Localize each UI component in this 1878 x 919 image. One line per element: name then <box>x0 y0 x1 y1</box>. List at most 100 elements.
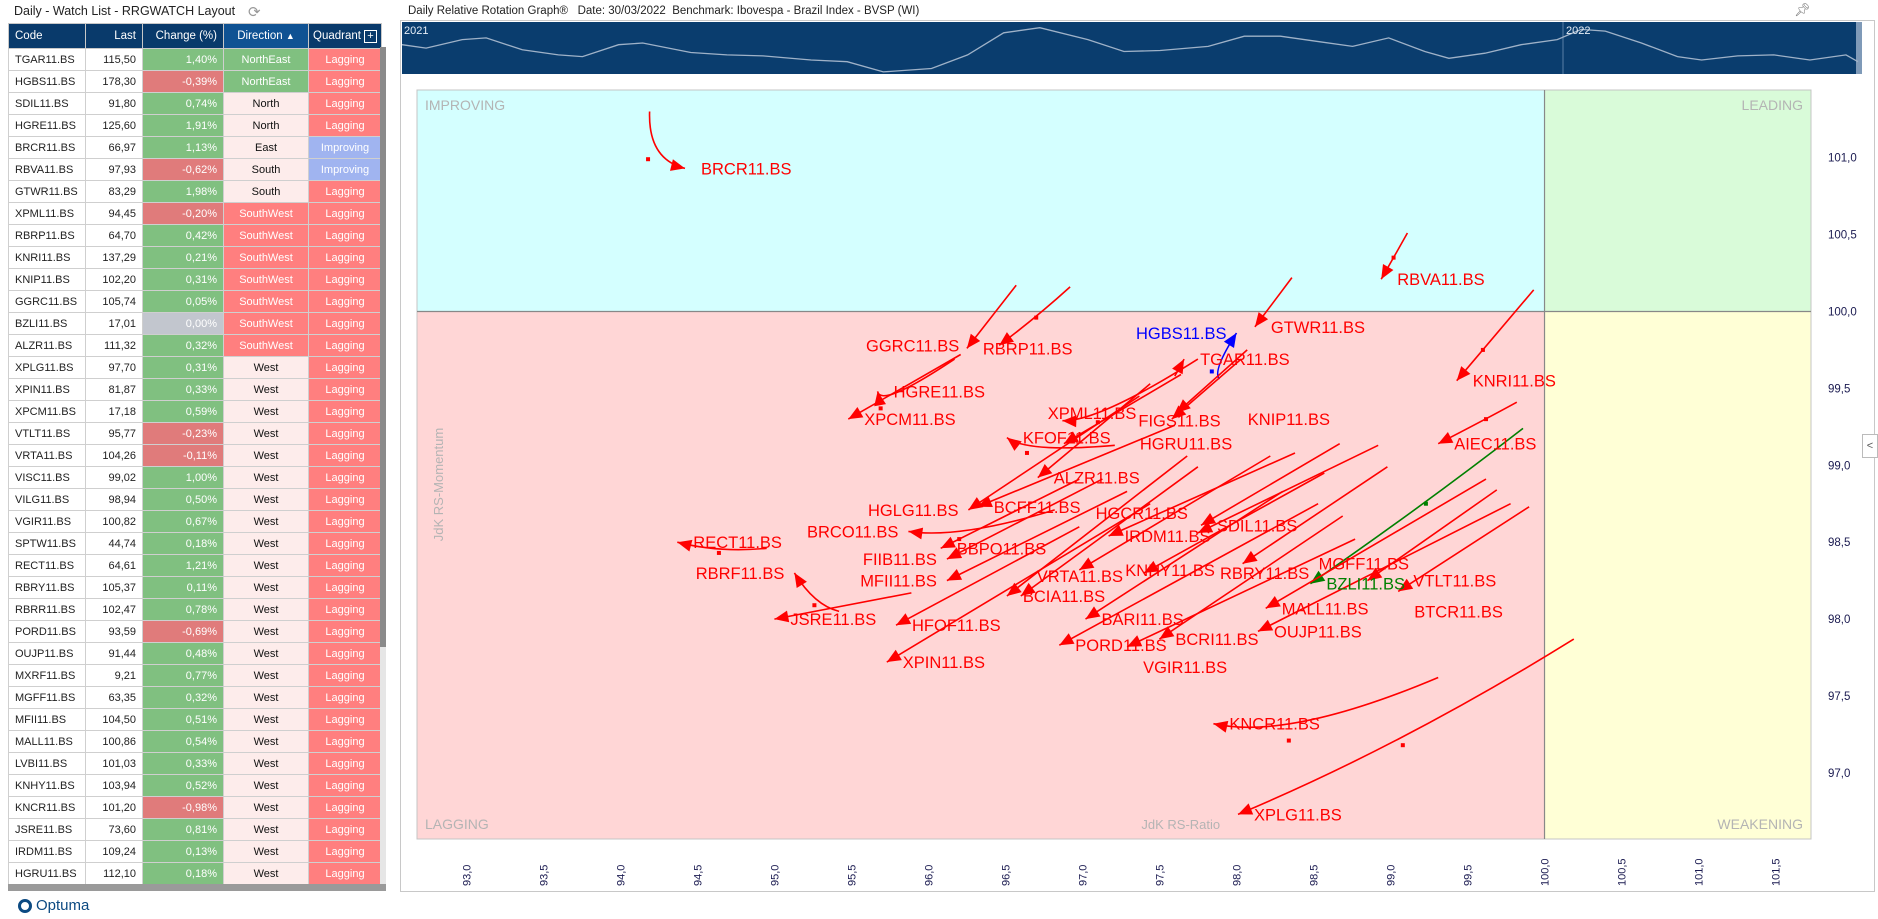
table-row[interactable]: GTWR11.BS 83,29 1,98% South Lagging <box>8 180 382 203</box>
table-row[interactable]: HGRU11.BS 112,10 0,18% West Lagging <box>8 862 382 885</box>
cell-quadrant: Lagging <box>308 400 382 423</box>
table-row[interactable]: PORD11.BS 93,59 -0,69% West Lagging <box>8 620 382 643</box>
table-row[interactable]: GGRC11.BS 105,74 0,05% SouthWest Lagging <box>8 290 382 313</box>
table-row[interactable]: HGRE11.BS 125,60 1,91% North Lagging <box>8 114 382 137</box>
cell-code: BZLI11.BS <box>8 312 86 335</box>
cell-change: 1,00% <box>142 466 224 489</box>
cell-direction: West <box>223 620 309 643</box>
table-row[interactable]: TGAR11.BS 115,50 1,40% NorthEast Lagging <box>8 48 382 71</box>
table-row[interactable]: IRDM11.BS 109,24 0,13% West Lagging <box>8 840 382 863</box>
cell-last: 112,10 <box>85 862 143 885</box>
cell-code: VISC11.BS <box>8 466 86 489</box>
collapse-panel-button[interactable]: < <box>1862 434 1878 458</box>
column-header-change[interactable]: Change (%) <box>142 23 224 49</box>
table-row[interactable]: BRCR11.BS 66,97 1,13% East Improving <box>8 136 382 159</box>
column-label: Change (%) <box>155 30 217 42</box>
cell-quadrant: Lagging <box>308 664 382 687</box>
table-row[interactable]: RBRR11.BS 102,47 0,78% West Lagging <box>8 598 382 621</box>
cell-quadrant: Lagging <box>308 334 382 357</box>
cell-quadrant: Lagging <box>308 70 382 93</box>
cell-last: 102,47 <box>85 598 143 621</box>
cell-change: 0,42% <box>142 224 224 247</box>
cell-code: GGRC11.BS <box>8 290 86 313</box>
vertical-scrollbar-thumb[interactable] <box>380 47 386 647</box>
cell-last: 63,35 <box>85 686 143 709</box>
table-row[interactable]: RBVA11.BS 97,93 -0,62% South Improving <box>8 158 382 181</box>
table-row[interactable]: VRTA11.BS 104,26 -0,11% West Lagging <box>8 444 382 467</box>
cell-direction: West <box>223 774 309 797</box>
cell-quadrant: Lagging <box>308 686 382 709</box>
table-row[interactable]: RBRY11.BS 105,37 0,11% West Lagging <box>8 576 382 599</box>
cell-direction: West <box>223 444 309 467</box>
table-row[interactable]: VILG11.BS 98,94 0,50% West Lagging <box>8 488 382 511</box>
cell-code: OUJP11.BS <box>8 642 86 665</box>
horizontal-scrollbar[interactable] <box>8 884 386 891</box>
cell-quadrant: Lagging <box>308 840 382 863</box>
cell-code: IRDM11.BS <box>8 840 86 863</box>
cell-code: KNIP11.BS <box>8 268 86 291</box>
cell-last: 105,37 <box>85 576 143 599</box>
cell-code: LVBI11.BS <box>8 752 86 775</box>
table-row[interactable]: MGFF11.BS 63,35 0,32% West Lagging <box>8 686 382 709</box>
table-row[interactable]: MFII11.BS 104,50 0,51% West Lagging <box>8 708 382 731</box>
cell-code: SPTW11.BS <box>8 532 86 555</box>
column-header-direction[interactable]: Direction ▲ <box>223 23 309 49</box>
cell-last: 104,26 <box>85 444 143 467</box>
cell-quadrant: Lagging <box>308 180 382 203</box>
cell-code: MFII11.BS <box>8 708 86 731</box>
cell-last: 64,61 <box>85 554 143 577</box>
table-row[interactable]: XPIN11.BS 81,87 0,33% West Lagging <box>8 378 382 401</box>
table-row[interactable]: OUJP11.BS 91,44 0,48% West Lagging <box>8 642 382 665</box>
cell-change: 1,40% <box>142 48 224 71</box>
cell-last: 103,94 <box>85 774 143 797</box>
table-row[interactable]: BZLI11.BS 17,01 0,00% SouthWest Lagging <box>8 312 382 335</box>
cell-quadrant: Lagging <box>308 576 382 599</box>
cell-quadrant: Lagging <box>308 224 382 247</box>
chart-header: Daily Relative Rotation Graph® Date: 30/… <box>408 5 919 17</box>
cell-code: HGRU11.BS <box>8 862 86 885</box>
column-header-code[interactable]: Code <box>8 23 86 49</box>
column-header-quadrant[interactable]: Quadrant + <box>308 23 382 49</box>
cell-last: 104,50 <box>85 708 143 731</box>
cell-change: 0,59% <box>142 400 224 423</box>
table-row[interactable]: KNIP11.BS 102,20 0,31% SouthWest Lagging <box>8 268 382 291</box>
pin-icon[interactable]: 📌︎ <box>1794 2 1811 17</box>
table-row[interactable]: KNHY11.BS 103,94 0,52% West Lagging <box>8 774 382 797</box>
column-label: Quadrant <box>313 29 361 42</box>
table-row[interactable]: XPML11.BS 94,45 -0,20% SouthWest Lagging <box>8 202 382 225</box>
cell-last: 91,80 <box>85 92 143 115</box>
cell-change: 0,52% <box>142 774 224 797</box>
table-row[interactable]: RBRP11.BS 64,70 0,42% SouthWest Lagging <box>8 224 382 247</box>
refresh-icon[interactable]: ⟳ <box>248 4 261 21</box>
add-column-icon[interactable]: + <box>363 29 377 43</box>
table-row[interactable]: MXRF11.BS 9,21 0,77% West Lagging <box>8 664 382 687</box>
table-row[interactable]: SPTW11.BS 44,74 0,18% West Lagging <box>8 532 382 555</box>
cell-change: -0,39% <box>142 70 224 93</box>
cell-last: 178,30 <box>85 70 143 93</box>
cell-code: VILG11.BS <box>8 488 86 511</box>
table-row[interactable]: ALZR11.BS 111,32 0,32% SouthWest Lagging <box>8 334 382 357</box>
cell-quadrant: Lagging <box>308 752 382 775</box>
table-row[interactable]: SDIL11.BS 91,80 0,74% North Lagging <box>8 92 382 115</box>
table-row[interactable]: MALL11.BS 100,86 0,54% West Lagging <box>8 730 382 753</box>
cell-change: 0,18% <box>142 532 224 555</box>
table-row[interactable]: VTLT11.BS 95,77 -0,23% West Lagging <box>8 422 382 445</box>
cell-quadrant: Lagging <box>308 818 382 841</box>
table-row[interactable]: VISC11.BS 99,02 1,00% West Lagging <box>8 466 382 489</box>
table-row[interactable]: RECT11.BS 64,61 1,21% West Lagging <box>8 554 382 577</box>
table-row[interactable]: HGBS11.BS 178,30 -0,39% NorthEast Lagging <box>8 70 382 93</box>
chart-title: Daily Relative Rotation Graph® <box>408 5 568 17</box>
cell-direction: West <box>223 532 309 555</box>
cell-quadrant: Lagging <box>308 444 382 467</box>
table-row[interactable]: LVBI11.BS 101,03 0,33% West Lagging <box>8 752 382 775</box>
table-row[interactable]: KNRI11.BS 137,29 0,21% SouthWest Lagging <box>8 246 382 269</box>
column-header-last[interactable]: Last <box>85 23 143 49</box>
table-row[interactable]: KNCR11.BS 101,20 -0,98% West Lagging <box>8 796 382 819</box>
cell-last: 100,86 <box>85 730 143 753</box>
cell-change: 1,91% <box>142 114 224 137</box>
cell-change: 0,74% <box>142 92 224 115</box>
table-row[interactable]: XPCM11.BS 17,18 0,59% West Lagging <box>8 400 382 423</box>
table-row[interactable]: VGIR11.BS 100,82 0,67% West Lagging <box>8 510 382 533</box>
table-row[interactable]: XPLG11.BS 97,70 0,31% West Lagging <box>8 356 382 379</box>
table-row[interactable]: JSRE11.BS 73,60 0,81% West Lagging <box>8 818 382 841</box>
